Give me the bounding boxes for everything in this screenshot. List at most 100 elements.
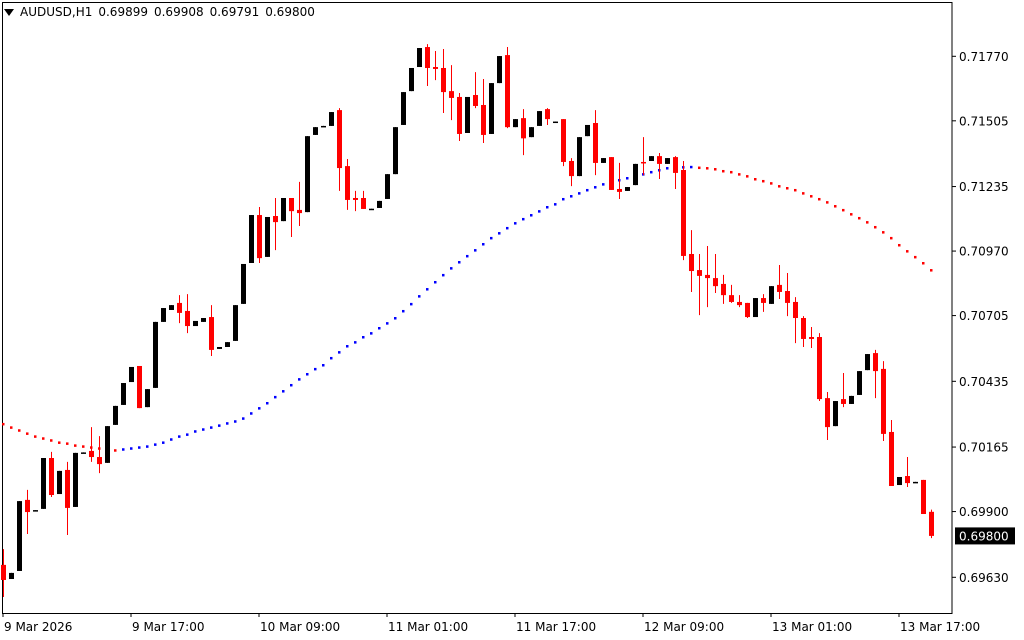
candle <box>737 295 742 308</box>
candle-body <box>209 317 214 350</box>
candle-body <box>201 318 206 322</box>
candle <box>593 110 598 176</box>
candle-body <box>121 383 126 405</box>
candle <box>801 316 806 347</box>
candle-body <box>337 110 342 169</box>
price-axis[interactable]: 0.71770 0.71505 0.71235 0.70970 0.70705 0.704… <box>952 50 1009 585</box>
ma-dot <box>82 445 85 448</box>
ma-dot <box>546 206 549 209</box>
candle <box>657 152 662 180</box>
candle-body <box>401 92 406 125</box>
y-tick-label: 0.70970 <box>959 245 1009 259</box>
ma-dot <box>490 236 493 240</box>
ma-dot <box>930 269 933 272</box>
ma-dot <box>458 261 461 264</box>
ma-dot <box>290 383 293 387</box>
candle <box>537 111 542 126</box>
candle <box>33 510 38 512</box>
candle <box>305 136 310 213</box>
candle-body <box>505 55 510 128</box>
ma-dot <box>794 188 797 192</box>
candle-body <box>449 91 454 98</box>
ma-dot <box>210 426 213 429</box>
candle-body <box>833 401 838 427</box>
candle <box>393 127 398 175</box>
candle <box>41 458 46 509</box>
candle-body <box>593 123 598 163</box>
ma-dot <box>466 254 469 258</box>
candle-body <box>177 302 182 313</box>
candle <box>409 67 414 92</box>
ma-dot <box>690 165 693 169</box>
candle <box>681 160 686 261</box>
candle-body <box>385 174 390 199</box>
ma-dot <box>34 435 37 438</box>
candle <box>553 121 558 124</box>
ma-dot <box>554 203 557 206</box>
ma-dot <box>602 183 605 186</box>
ma-dot <box>186 433 189 436</box>
candle <box>121 383 126 405</box>
candle <box>577 137 582 177</box>
time-axis[interactable]: 9 Mar 2026 9 Mar 17:00 10 Mar 09:00 11 Mar … <box>2 613 980 634</box>
x-tick-label: 9 Mar 2026 <box>4 620 72 634</box>
candle <box>465 96 470 133</box>
candle <box>193 320 198 327</box>
candle <box>609 157 614 190</box>
ma-dot <box>178 435 181 438</box>
candle <box>81 452 86 454</box>
ma-dot <box>786 187 789 190</box>
candle-body <box>193 320 198 327</box>
moving-average <box>2 165 933 452</box>
candle <box>17 501 22 571</box>
ma-dot <box>898 243 901 247</box>
candle-body <box>289 197 294 212</box>
candle <box>713 253 718 293</box>
candle-body <box>881 368 886 434</box>
ma-dot <box>858 216 861 220</box>
ma-dot <box>154 443 157 446</box>
candle-body <box>457 96 462 134</box>
candle-body <box>513 119 518 128</box>
candle-body <box>921 479 926 515</box>
candle <box>897 476 902 486</box>
ma-dot <box>218 424 221 427</box>
ma-dot <box>114 449 117 452</box>
ma-dot <box>426 288 429 291</box>
dropdown-triangle-icon[interactable] <box>4 8 14 16</box>
candle <box>257 207 262 263</box>
candle-body <box>889 431 894 487</box>
candle <box>601 158 606 163</box>
candle <box>913 481 918 484</box>
candle <box>849 395 854 404</box>
candle-body <box>273 216 278 223</box>
x-tick-label: 11 Mar 17:00 <box>516 620 596 634</box>
candle-body <box>585 124 590 137</box>
candle-body <box>377 200 382 208</box>
ma-dot <box>434 280 437 284</box>
ma-dot <box>138 446 141 449</box>
candle-body <box>785 290 790 303</box>
candle-body <box>721 283 726 296</box>
ma-dot <box>194 430 197 433</box>
x-tick-label: 11 Mar 01:00 <box>388 620 468 634</box>
ma-dot <box>522 217 525 221</box>
candle <box>313 127 318 135</box>
candle <box>625 187 630 191</box>
ohlc-open: 0.69899 <box>98 5 148 19</box>
candle <box>545 108 550 125</box>
candle <box>905 457 910 487</box>
ma-dot <box>842 208 845 212</box>
ma-dot <box>802 192 805 195</box>
candle-body <box>913 481 918 484</box>
ma-dot <box>810 195 813 198</box>
candle-body <box>17 501 22 571</box>
candle-body <box>9 572 14 580</box>
ma-dot <box>882 231 885 234</box>
candle <box>753 298 758 318</box>
candle <box>673 156 678 189</box>
candle-body <box>417 48 422 68</box>
candle <box>865 354 870 371</box>
candle-body <box>137 365 142 409</box>
